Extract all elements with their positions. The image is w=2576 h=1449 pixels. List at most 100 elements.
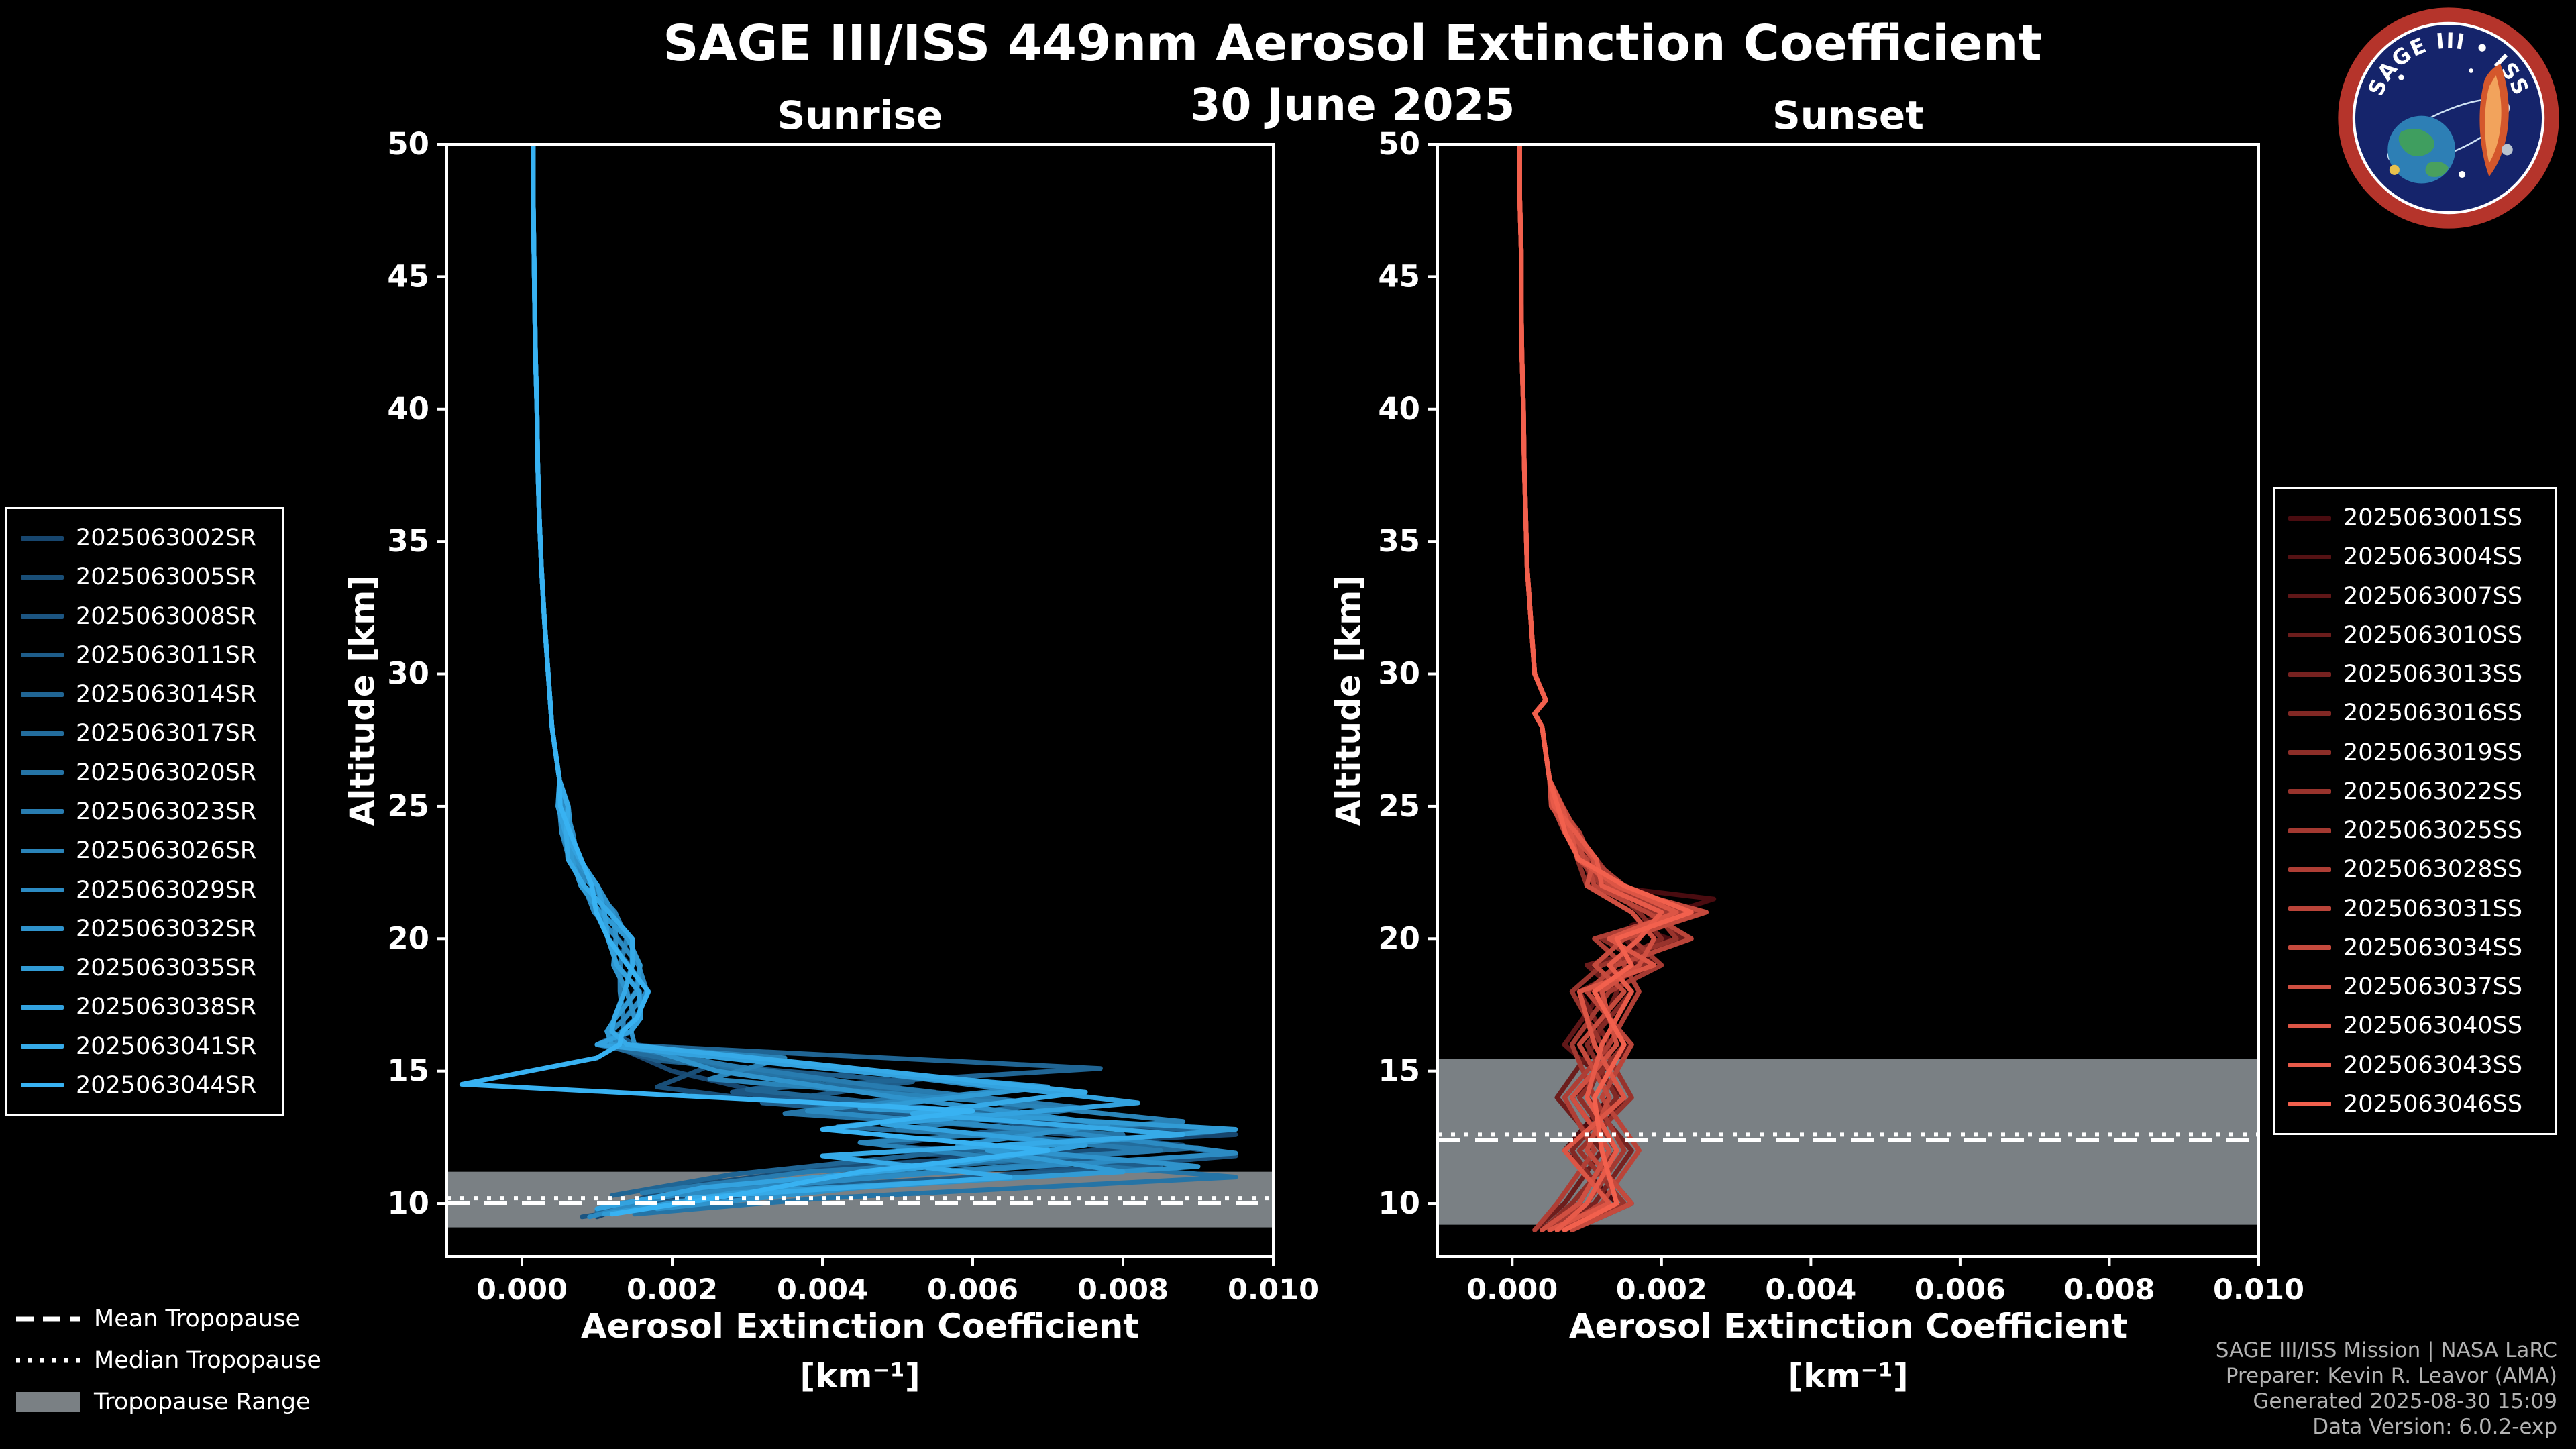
legend-item: 2025063013SS [2288, 655, 2542, 693]
series-color-swatch [21, 1004, 64, 1010]
legend-item: 2025063016SS [2288, 694, 2542, 732]
legend-item: 2025063005SR [21, 558, 269, 596]
plot-border [1436, 143, 2260, 1258]
plot-border [445, 143, 1275, 1258]
credits-preparer-line: Preparer: Kevin R. Leavor (AMA) [2225, 1364, 2557, 1388]
series-color-swatch [2288, 594, 2331, 599]
legend-item: 2025063017SR [21, 714, 269, 752]
x-tick-label: 0.000 [476, 1273, 568, 1307]
credits-generated-line: Generated 2025-08-30 15:09 [2253, 1389, 2557, 1413]
legend-item: 2025063035SR [21, 949, 269, 987]
sage-iii-iss-logo: SAGE III • ISS [2338, 7, 2559, 229]
series-color-swatch [2288, 750, 2331, 755]
series-label: 2025063035SR [76, 955, 257, 982]
y-tick-label: 20 [1378, 920, 1420, 956]
x-tick-label: 0.002 [627, 1273, 718, 1307]
series-color-swatch [2288, 1023, 2331, 1028]
legend-item: 2025063004SS [2288, 538, 2542, 576]
earth-landmass-2 [2425, 161, 2449, 177]
series-label: 2025063008SR [76, 602, 257, 630]
y-tick-label: 35 [387, 523, 429, 559]
series-label: 2025063028SS [2343, 856, 2523, 883]
series-color-swatch [2288, 1063, 2331, 1068]
series-label: 2025063023SR [76, 798, 257, 825]
legend-item: 2025063011SR [21, 637, 269, 674]
legend-item: 2025063034SS [2288, 929, 2542, 967]
mean-tropopause-legend-item: Mean Tropopause [16, 1303, 321, 1335]
gray-patch-swatch [16, 1392, 80, 1412]
series-color-swatch [21, 848, 64, 853]
star-dot-2 [2469, 68, 2473, 73]
plot-area-sunset [1438, 144, 2259, 1232]
legend-item: 2025063007SS [2288, 578, 2542, 615]
profile-line [459, 144, 1051, 1217]
x-tick-label: 0.008 [1077, 1273, 1169, 1307]
series-color-swatch [2288, 554, 2331, 559]
legend-item: 2025063031SS [2288, 890, 2542, 928]
legend-item: 2025063022SS [2288, 773, 2542, 810]
figure-highlight [2485, 75, 2502, 164]
median-tropopause-label: Median Tropopause [94, 1347, 321, 1374]
series-color-swatch [2288, 710, 2331, 716]
series-color-swatch [21, 614, 64, 619]
series-color-swatch [2288, 984, 2331, 989]
series-label: 2025063044SR [76, 1071, 257, 1099]
legend-item: 2025063028SS [2288, 851, 2542, 888]
series-label: 2025063019SS [2343, 739, 2523, 766]
y-tick-label: 45 [387, 258, 429, 294]
series-label: 2025063040SS [2343, 1012, 2523, 1040]
series-color-swatch [21, 770, 64, 775]
series-color-swatch [2288, 867, 2331, 872]
legend-item: 2025063014SR [21, 676, 269, 713]
series-label: 2025063043SS [2343, 1051, 2523, 1079]
series-color-swatch [2288, 633, 2331, 638]
tropopause-range-legend-item: Tropopause Range [16, 1386, 321, 1418]
series-label: 2025063029SR [76, 876, 257, 904]
y-tick-label: 10 [1378, 1185, 1420, 1221]
series-color-swatch [21, 692, 64, 697]
y-tick-label: 15 [387, 1053, 429, 1089]
x-tick-label: 0.000 [1466, 1273, 1558, 1307]
series-color-swatch [2288, 515, 2331, 521]
series-label: 2025063020SR [76, 759, 257, 786]
sunrise-y-axis-label: Altitude [km] [343, 574, 382, 826]
satellite-dot [2459, 170, 2466, 178]
x-tick-label: 0.002 [1616, 1273, 1707, 1307]
series-label: 2025063046SS [2343, 1090, 2523, 1118]
y-tick-label: 35 [1378, 523, 1420, 559]
series-label: 2025063002SR [76, 525, 257, 552]
series-label: 2025063037SS [2343, 973, 2523, 1001]
median-tropopause-legend-item: Median Tropopause [16, 1344, 321, 1377]
x-tick-label: 0.004 [777, 1273, 868, 1307]
profile-line [531, 144, 1201, 1214]
series-color-swatch [21, 1044, 64, 1049]
series-color-swatch [2288, 906, 2331, 912]
series-color-swatch [21, 809, 64, 814]
credits-block: SAGE III/ISS Mission | NASA LaRC Prepare… [2216, 1338, 2557, 1440]
series-color-swatch [21, 1083, 64, 1088]
moon-dot [2501, 144, 2513, 156]
series-label: 2025063022SS [2343, 777, 2523, 805]
sunset-y-axis-label: Altitude [km] [1329, 574, 1368, 826]
series-color-swatch [2288, 1102, 2331, 1107]
dotted-line-swatch [16, 1358, 80, 1363]
series-color-swatch [2288, 672, 2331, 677]
y-tick-label: 40 [1378, 391, 1420, 427]
sunset-x-axis-unit: [km⁻¹] [1788, 1356, 1909, 1395]
legend-item: 2025063026SR [21, 832, 269, 869]
series-label: 2025063038SR [76, 994, 257, 1021]
y-tick-label: 15 [1378, 1053, 1420, 1089]
series-label: 2025063026SR [76, 837, 257, 865]
x-tick-label: 0.010 [2213, 1273, 2304, 1307]
series-label: 2025063010SS [2343, 621, 2523, 649]
legend-item: 2025063044SR [21, 1067, 269, 1104]
series-color-swatch [21, 888, 64, 893]
legend-item: 2025063001SS [2288, 499, 2542, 537]
planet-dot [2389, 164, 2400, 175]
series-color-swatch [2288, 789, 2331, 794]
y-tick-label: 25 [1378, 788, 1420, 824]
series-label: 2025063041SR [76, 1032, 257, 1060]
y-tick-label: 25 [387, 788, 429, 824]
